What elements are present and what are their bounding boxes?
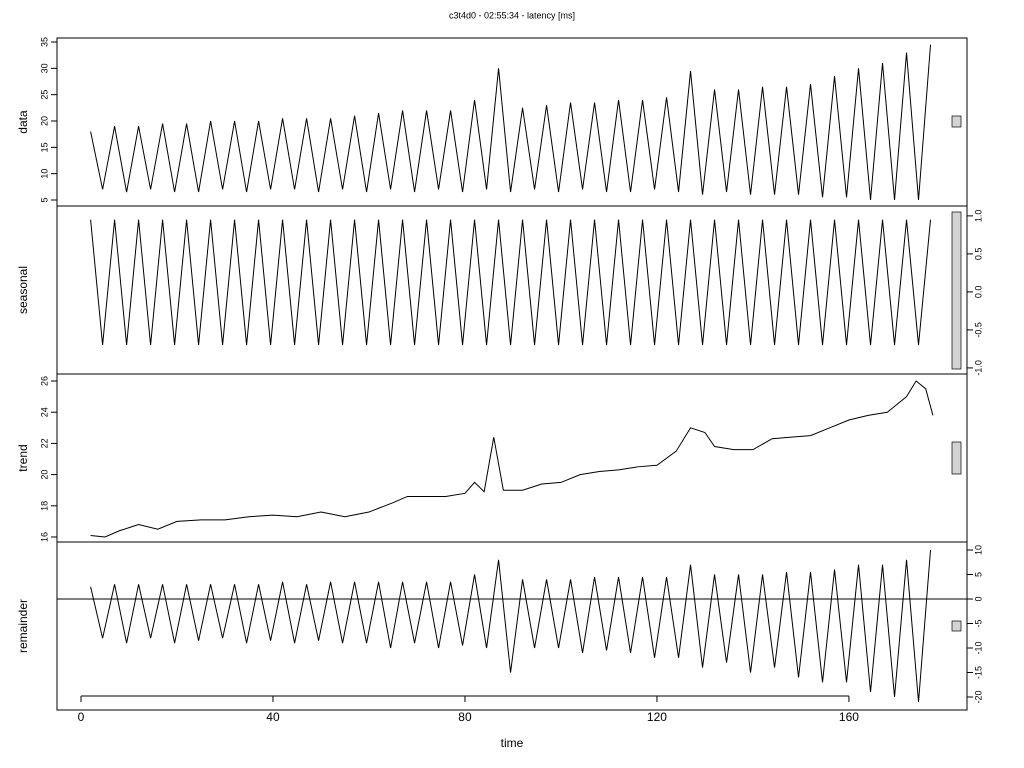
- y-tick-label: 5: [39, 197, 49, 202]
- y-tick-label: 20: [39, 116, 49, 126]
- y-tick-label: -0.5: [973, 322, 983, 338]
- x-tick-label: 120: [647, 710, 667, 724]
- y-tick-label: -20: [973, 691, 983, 704]
- y-axis-label: trend: [16, 444, 30, 471]
- y-tick-label: 24: [39, 407, 49, 417]
- y-axis-label: data: [16, 110, 30, 134]
- series-line: [90, 549, 932, 702]
- x-axis-label: time: [501, 736, 524, 750]
- x-tick-label: 0: [78, 710, 85, 724]
- x-tick-label: 160: [839, 710, 859, 724]
- series-line: [90, 380, 934, 538]
- y-tick-label: 35: [39, 37, 49, 47]
- y-tick-label: 25: [39, 90, 49, 100]
- range-bar: [951, 441, 962, 475]
- y-tick-label: -1.0: [973, 360, 983, 376]
- y-tick-label: 10: [39, 169, 49, 179]
- y-tick-label: 1.0: [973, 210, 983, 223]
- y-axis-label: seasonal: [16, 266, 30, 314]
- y-axis-label: remainder: [16, 599, 30, 653]
- range-bar: [951, 211, 962, 370]
- y-tick-label: 10: [973, 545, 983, 555]
- series-line: [90, 44, 932, 201]
- y-tick-label: 18: [39, 501, 49, 511]
- y-tick-label: 22: [39, 438, 49, 448]
- y-tick-label: 26: [39, 376, 49, 386]
- range-bar: [951, 115, 962, 128]
- panel-frame: [56, 541, 968, 711]
- y-tick-label: 20: [39, 470, 49, 480]
- y-tick-label: 15: [39, 142, 49, 152]
- range-bar: [951, 620, 962, 632]
- y-tick-label: 0.5: [973, 248, 983, 261]
- y-tick-label: -5: [973, 619, 983, 627]
- series-line: [90, 219, 932, 346]
- y-tick-label: 5: [973, 572, 983, 577]
- y-tick-label: 0.0: [973, 286, 983, 299]
- y-tick-label: -10: [973, 641, 983, 654]
- y-tick-label: -15: [973, 666, 983, 679]
- y-tick-label: 30: [39, 63, 49, 73]
- chart-title: c3t4d0 - 02:55:34 - latency [ms]: [449, 10, 575, 20]
- y-tick-label: 0: [973, 596, 983, 601]
- x-tick-label: 80: [458, 710, 472, 724]
- y-tick-label: 16: [39, 532, 49, 542]
- x-tick-label: 40: [266, 710, 280, 724]
